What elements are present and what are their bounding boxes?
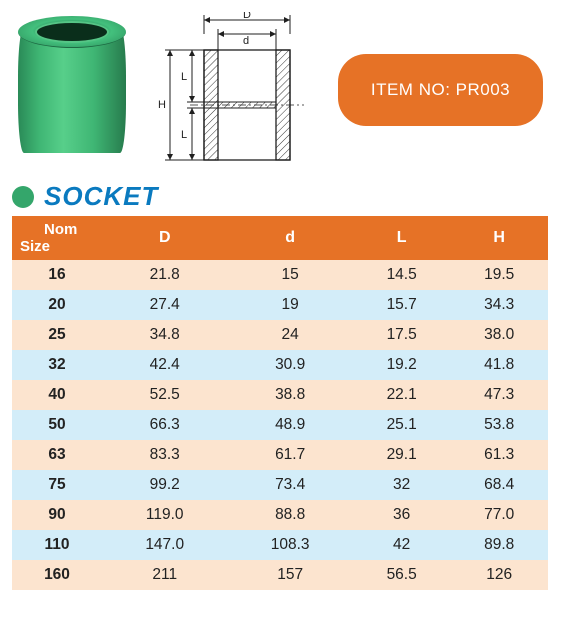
table-row: 2534.82417.538.0 xyxy=(12,320,548,350)
cell-d: 48.9 xyxy=(227,410,352,440)
drawing-svg: D d H L xyxy=(150,12,320,167)
cell-L: 29.1 xyxy=(353,440,451,470)
cell-D: 147.0 xyxy=(102,530,227,560)
cell-d: 15 xyxy=(227,260,352,290)
cell-size: 16 xyxy=(12,260,102,290)
item-prefix: ITEM NO: xyxy=(371,80,451,99)
dim-L-label-1: L xyxy=(181,71,187,83)
cell-L: 32 xyxy=(353,470,451,500)
cell-d: 73.4 xyxy=(227,470,352,500)
cell-size: 20 xyxy=(12,290,102,320)
table-row: 1621.81514.519.5 xyxy=(12,260,548,290)
table-row: 3242.430.919.241.8 xyxy=(12,350,548,380)
cell-d: 19 xyxy=(227,290,352,320)
table-row: 6383.361.729.161.3 xyxy=(12,440,548,470)
spec-table: Nom Size D d L H 1621.81514.519.52027.41… xyxy=(12,216,548,590)
table-row: 2027.41915.734.3 xyxy=(12,290,548,320)
dim-D-label: D xyxy=(243,12,251,21)
dim-H-label: H xyxy=(158,99,166,111)
cell-size: 90 xyxy=(12,500,102,530)
cell-D: 99.2 xyxy=(102,470,227,500)
cell-L: 14.5 xyxy=(353,260,451,290)
cell-size: 110 xyxy=(12,530,102,560)
cell-D: 27.4 xyxy=(102,290,227,320)
col-header-L: L xyxy=(353,216,451,260)
cell-L: 17.5 xyxy=(353,320,451,350)
technical-drawing: D d H L xyxy=(150,12,320,167)
cell-L: 25.1 xyxy=(353,410,451,440)
cell-d: 38.8 xyxy=(227,380,352,410)
cell-D: 66.3 xyxy=(102,410,227,440)
cell-H: 61.3 xyxy=(450,440,548,470)
cell-D: 34.8 xyxy=(102,320,227,350)
cell-d: 61.7 xyxy=(227,440,352,470)
cell-H: 53.8 xyxy=(450,410,548,440)
table-row: 7599.273.43268.4 xyxy=(12,470,548,500)
bullet-icon xyxy=(12,186,34,208)
col-header-D: D xyxy=(102,216,227,260)
cell-d: 88.8 xyxy=(227,500,352,530)
cell-d: 157 xyxy=(227,560,352,590)
cell-size: 63 xyxy=(12,440,102,470)
cell-size: 75 xyxy=(12,470,102,500)
cell-L: 56.5 xyxy=(353,560,451,590)
cell-L: 36 xyxy=(353,500,451,530)
table-row: 5066.348.925.153.8 xyxy=(12,410,548,440)
cell-d: 108.3 xyxy=(227,530,352,560)
cell-d: 24 xyxy=(227,320,352,350)
cell-d: 30.9 xyxy=(227,350,352,380)
cell-H: 47.3 xyxy=(450,380,548,410)
col-header-size: Nom Size xyxy=(12,216,102,260)
cell-D: 52.5 xyxy=(102,380,227,410)
cell-L: 15.7 xyxy=(353,290,451,320)
section-header: SOCKET xyxy=(12,181,550,212)
table-row: 16021115756.5126 xyxy=(12,560,548,590)
cell-L: 19.2 xyxy=(353,350,451,380)
dim-d-label: d xyxy=(243,35,249,47)
item-code: PR003 xyxy=(456,80,510,99)
cell-H: 126 xyxy=(450,560,548,590)
cell-L: 22.1 xyxy=(353,380,451,410)
table-body: 1621.81514.519.52027.41915.734.32534.824… xyxy=(12,260,548,590)
cell-size: 160 xyxy=(12,560,102,590)
cell-D: 21.8 xyxy=(102,260,227,290)
table-row: 110147.0108.34289.8 xyxy=(12,530,548,560)
col-header-size-top: Nom xyxy=(20,221,102,238)
cell-D: 119.0 xyxy=(102,500,227,530)
cell-H: 68.4 xyxy=(450,470,548,500)
item-number-badge: ITEM NO: PR003 xyxy=(338,54,543,126)
section-title: SOCKET xyxy=(44,181,158,212)
table-row: 4052.538.822.147.3 xyxy=(12,380,548,410)
table-header-row: Nom Size D d L H xyxy=(12,216,548,260)
cell-size: 40 xyxy=(12,380,102,410)
cell-size: 50 xyxy=(12,410,102,440)
col-header-size-bottom: Size xyxy=(20,238,102,255)
cell-L: 42 xyxy=(353,530,451,560)
dim-L-label-2: L xyxy=(181,129,187,141)
cell-D: 83.3 xyxy=(102,440,227,470)
table-row: 90119.088.83677.0 xyxy=(12,500,548,530)
cell-H: 34.3 xyxy=(450,290,548,320)
col-header-H: H xyxy=(450,216,548,260)
cell-D: 211 xyxy=(102,560,227,590)
product-render xyxy=(12,15,132,165)
socket-bore xyxy=(35,21,109,43)
cell-H: 38.0 xyxy=(450,320,548,350)
cell-H: 89.8 xyxy=(450,530,548,560)
cell-H: 19.5 xyxy=(450,260,548,290)
header-row: D d H L xyxy=(12,12,550,167)
cell-size: 25 xyxy=(12,320,102,350)
cell-D: 42.4 xyxy=(102,350,227,380)
cell-H: 77.0 xyxy=(450,500,548,530)
cell-size: 32 xyxy=(12,350,102,380)
cell-H: 41.8 xyxy=(450,350,548,380)
col-header-d: d xyxy=(227,216,352,260)
